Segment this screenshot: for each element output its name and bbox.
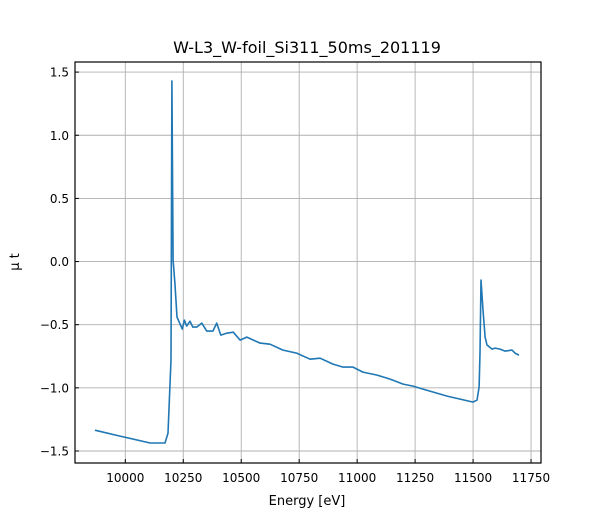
plot-frame	[74, 61, 542, 464]
x-tick-label: 11500	[454, 471, 492, 485]
x-tick-label: 10500	[222, 471, 260, 485]
x-axis-label: Energy [eV]	[269, 494, 346, 509]
y-tick-label: 1.0	[50, 129, 69, 143]
grid	[75, 62, 541, 463]
y-tick-label: −0.5	[40, 318, 69, 332]
x-tick-label: 10750	[280, 471, 318, 485]
y-axis-label: μ t	[8, 253, 23, 271]
x-tick-label: 11750	[512, 471, 550, 485]
x-tick-label: 11250	[396, 471, 434, 485]
x-tick-label: 10000	[106, 471, 144, 485]
x-tick-label: 11000	[338, 471, 376, 485]
y-axis: −1.5 −1.0 −0.5 0.0 0.5 1.0 1.5	[40, 66, 79, 459]
y-tick-label: −1.5	[40, 445, 69, 459]
x-tick-label: 10250	[164, 471, 202, 485]
series-line-mu_t	[94, 80, 520, 444]
y-tick-label: 0.5	[50, 192, 69, 206]
chart-title: W-L3_W-foil_Si311_50ms_201119	[173, 38, 441, 58]
y-tick-label: 0.0	[50, 255, 69, 269]
x-axis: 10000 10250 10500 10750 11000 11250 11500 11750	[106, 459, 550, 485]
series-layer	[94, 80, 520, 444]
y-tick-label: 1.5	[50, 66, 69, 80]
y-tick-label: −1.0	[40, 381, 69, 395]
